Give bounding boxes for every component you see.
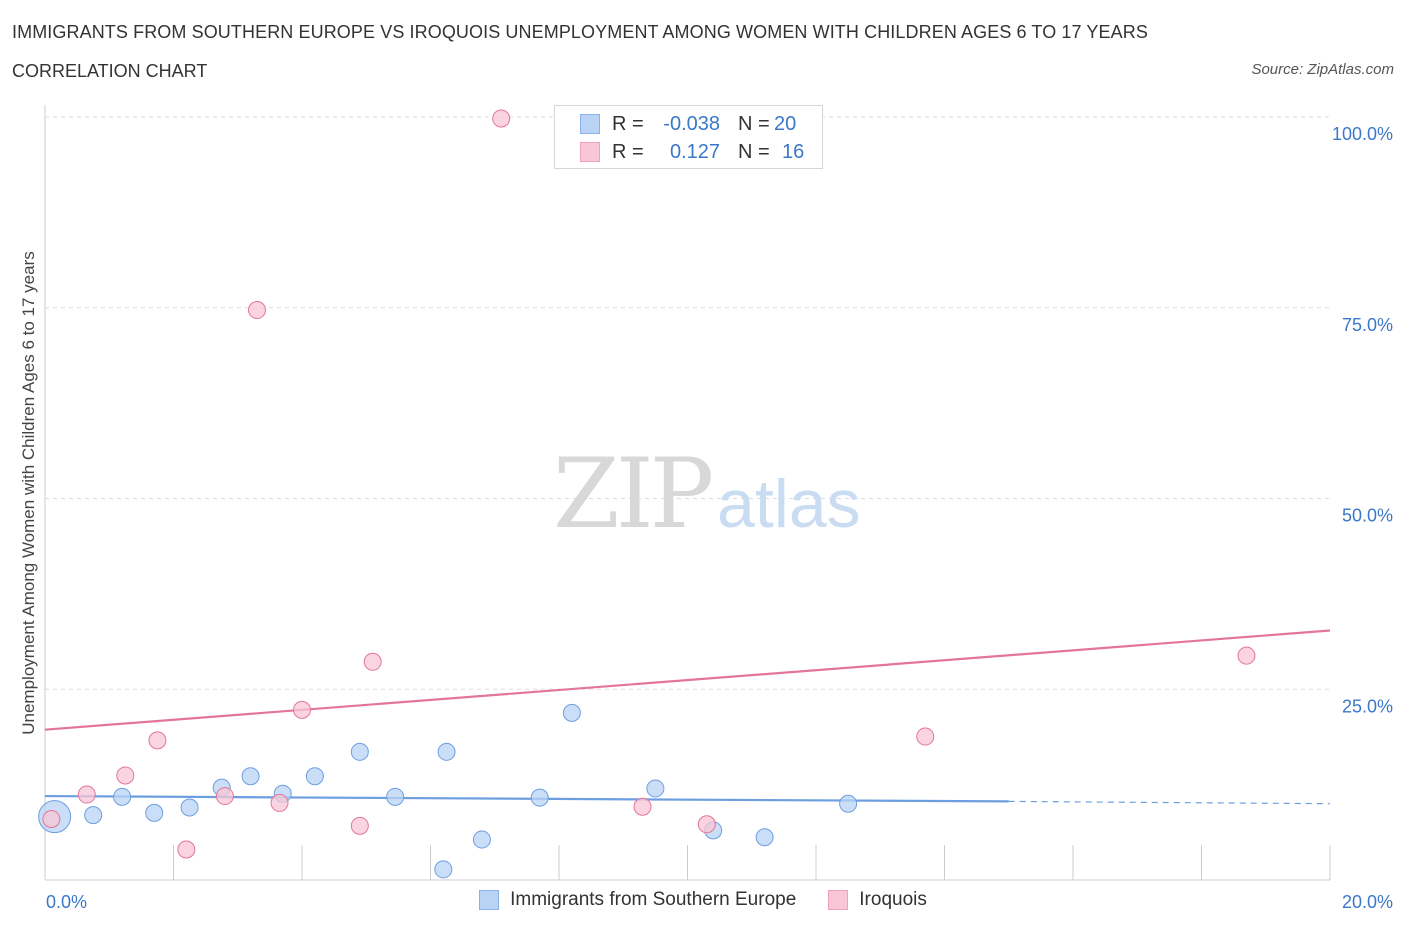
tick-labels: 100.0% 75.0% 50.0% 25.0% 0.0% 20.0% xyxy=(46,124,1393,912)
data-point-immigrants xyxy=(350,742,369,761)
data-point-iroquois xyxy=(293,700,311,719)
legend-swatch-blue xyxy=(580,114,600,134)
data-point-iroquois xyxy=(177,840,196,859)
legend-swatch-pink xyxy=(580,142,600,162)
stats-legend-row-1: R = -0.038 N = 20 xyxy=(580,111,818,137)
data-point-iroquois xyxy=(363,652,382,671)
data-point-immigrants xyxy=(434,860,453,879)
axes xyxy=(44,105,1331,881)
n-value: 20 xyxy=(774,112,797,135)
data-point-iroquois xyxy=(248,301,267,320)
data-point-iroquois xyxy=(350,816,369,835)
data-point-immigrants xyxy=(84,806,103,825)
chart-title: IMMIGRANTS FROM SOUTHERN EUROPE VS IROQU… xyxy=(12,22,1148,42)
legend-swatch-blue xyxy=(479,890,500,910)
legend-item-iroquois: Iroquois xyxy=(828,889,927,911)
data-point-iroquois xyxy=(270,793,289,812)
legend-swatch-pink xyxy=(828,890,849,910)
data-point-iroquois xyxy=(492,109,511,128)
y-tick-label: 75.0% xyxy=(1342,315,1393,335)
data-point-immigrants xyxy=(386,787,405,806)
n-label: N = xyxy=(738,112,770,135)
n-value: 16 xyxy=(782,140,805,163)
data-point-iroquois xyxy=(148,731,167,750)
data-point-immigrants xyxy=(562,703,581,722)
chart-subtitle: CORRELATION CHART xyxy=(12,61,208,81)
grid-lines xyxy=(45,116,1330,690)
y-tick-label: 100.0% xyxy=(1332,124,1393,144)
watermark-zip: ZIP xyxy=(553,438,712,550)
trend-line-iroquois xyxy=(44,629,1331,731)
data-point-iroquois xyxy=(42,809,61,828)
data-point-immigrants xyxy=(755,828,774,847)
x-tick-label: 20.0% xyxy=(1342,892,1393,912)
stats-legend: R = -0.038 N = 20 R = 0.127 N = 16 xyxy=(554,105,823,169)
r-label: R = xyxy=(612,140,644,163)
r-value: -0.038 xyxy=(663,112,720,135)
watermark-atlas: atlas xyxy=(717,466,861,542)
data-point-immigrants xyxy=(437,742,456,761)
data-point-immigrants xyxy=(839,794,858,813)
data-point-iroquois xyxy=(697,815,716,834)
r-label: R = xyxy=(612,112,644,135)
data-point-iroquois xyxy=(215,787,234,806)
data-point-iroquois xyxy=(116,766,135,785)
n-label: N = xyxy=(738,140,770,163)
r-value: 0.127 xyxy=(669,140,720,163)
stats-legend-row-2: R = 0.127 N = 16 xyxy=(580,139,826,165)
data-point-immigrants xyxy=(241,767,260,786)
legend-label-immigrants: Immigrants from Southern Europe xyxy=(510,889,797,910)
data-point-immigrants xyxy=(530,788,549,807)
y-tick-label: 50.0% xyxy=(1342,506,1393,526)
data-points xyxy=(38,109,1256,879)
y-axis-label: Unemployment Among Women with Children A… xyxy=(19,251,38,735)
data-point-iroquois xyxy=(1237,646,1256,665)
data-point-immigrants xyxy=(180,798,199,817)
data-point-immigrants xyxy=(113,787,132,806)
source-label: Source: ZipAtlas.com xyxy=(1251,61,1394,78)
x-tick-label: 0.0% xyxy=(46,892,87,912)
y-tick-label: 25.0% xyxy=(1342,696,1393,716)
data-point-immigrants xyxy=(646,779,665,798)
data-point-iroquois xyxy=(633,797,652,816)
data-point-immigrants xyxy=(305,767,324,786)
legend-item-immigrants: Immigrants from Southern Europe xyxy=(479,889,796,911)
trend-lines xyxy=(44,629,1331,805)
series-legend: Immigrants from Southern Europe Iroquois xyxy=(0,889,1406,911)
data-point-immigrants xyxy=(145,803,164,822)
data-point-iroquois xyxy=(916,727,935,746)
data-point-iroquois xyxy=(77,785,96,804)
legend-label-iroquois: Iroquois xyxy=(859,889,927,910)
trend-line-extension xyxy=(1008,800,1331,805)
data-point-immigrants xyxy=(472,830,491,849)
